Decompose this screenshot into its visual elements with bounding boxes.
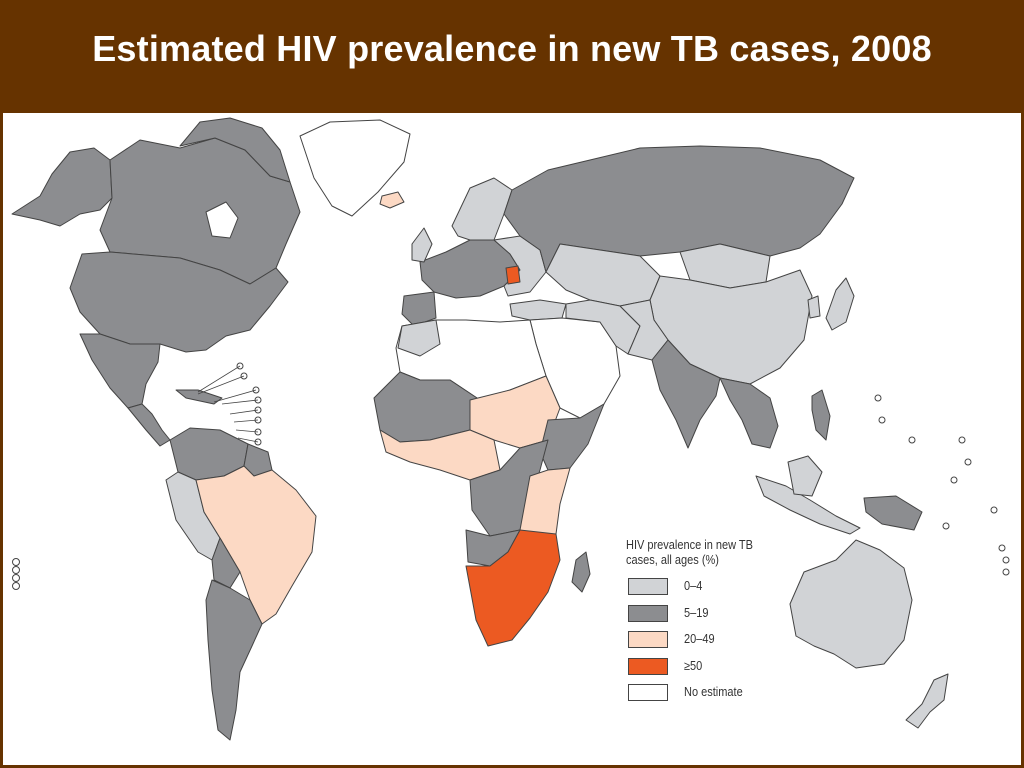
region-alaska [11, 147, 113, 227]
island-marker [1002, 556, 1010, 564]
region-southeast-asia [719, 377, 779, 449]
region-new-guinea [863, 495, 923, 531]
legend-swatch [628, 684, 668, 701]
region-philippines [811, 389, 831, 441]
frame-bottom-border [0, 765, 1024, 768]
region-greenland [299, 119, 411, 217]
island-marker [958, 436, 966, 444]
region-canada [99, 137, 301, 285]
legend-title: HIV prevalence in new TB cases, all ages… [626, 538, 753, 567]
region-ukraine [505, 265, 521, 285]
region-korea [807, 295, 821, 319]
region-russia [503, 145, 855, 273]
region-morocco [397, 319, 441, 357]
legend-swatch [628, 631, 668, 648]
frame-left-border [0, 113, 3, 768]
region-iceland [379, 191, 405, 209]
island-marker [942, 522, 950, 530]
region-arctic-islands [179, 117, 291, 183]
region-southern-cone [205, 579, 263, 741]
map-legend: HIV prevalence in new TB cases, all ages… [626, 538, 786, 711]
region-central-america [127, 403, 171, 447]
legend-item: ≥50 [626, 657, 786, 685]
island-marker [950, 476, 958, 484]
region-usa [69, 251, 289, 353]
island-marker [998, 544, 1006, 552]
island-marker [12, 558, 20, 566]
island-marker [12, 574, 20, 582]
legend-label: No estimate [684, 685, 743, 699]
region-japan [825, 277, 855, 331]
caribbean-leader-lines [197, 365, 259, 443]
region-hudson-bay [205, 201, 239, 239]
region-madagascar [571, 551, 591, 593]
legend-item: 20–49 [626, 631, 786, 658]
legend-swatch [628, 657, 668, 675]
region-borneo [787, 455, 823, 497]
page-title: Estimated HIV prevalence in new TB cases… [92, 28, 932, 69]
island-marker [12, 582, 20, 590]
region-turkey [509, 299, 567, 321]
island-marker [12, 566, 20, 574]
region-new-zealand [905, 673, 949, 729]
region-southern-africa [465, 529, 561, 647]
frame-right-border [1021, 113, 1024, 768]
title-bar: Estimated HIV prevalence in new TB cases… [0, 0, 1024, 113]
legend-label: 0–4 [684, 579, 703, 593]
region-uk [411, 227, 433, 263]
region-mexico [79, 333, 161, 409]
legend-label: 20–49 [684, 632, 715, 646]
legend-label: ≥50 [684, 658, 703, 673]
island-marker [964, 458, 972, 466]
legend-label: 5–19 [684, 605, 709, 620]
region-india [651, 339, 721, 449]
region-australia [789, 539, 913, 669]
island-marker [878, 416, 886, 424]
island-marker [874, 394, 882, 402]
island-marker [990, 506, 998, 514]
legend-swatch [628, 578, 668, 595]
legend-item: 5–19 [626, 604, 786, 632]
legend-swatch [628, 604, 668, 622]
legend-item: No estimate [626, 684, 786, 711]
island-marker [1002, 568, 1010, 576]
region-scandinavia [451, 177, 513, 241]
legend-item: 0–4 [626, 578, 786, 605]
island-marker [908, 436, 916, 444]
world-map [11, 117, 1010, 741]
